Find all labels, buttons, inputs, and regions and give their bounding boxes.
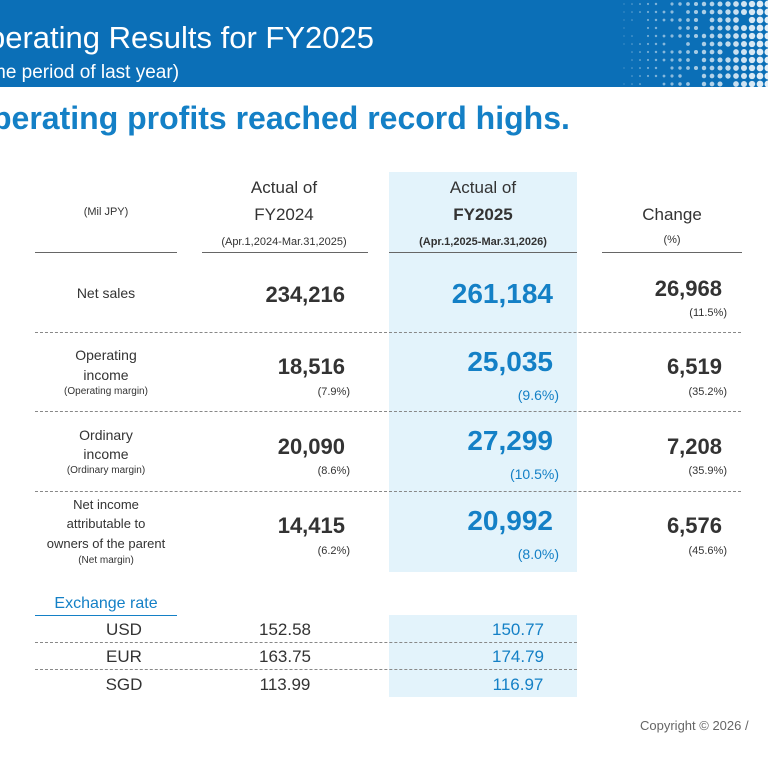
row-net-income-label-3: owners of the parent xyxy=(35,536,177,551)
col-change-line1: Change xyxy=(602,205,742,225)
row-divider xyxy=(35,491,741,492)
exchange-divider xyxy=(35,669,577,670)
exchange-currency-sgd: SGD xyxy=(35,675,213,695)
col-prev-line1: Actual of xyxy=(200,178,368,198)
row-net-income-curr: 20,992 xyxy=(389,505,553,537)
row-net-sales-change: 26,968 xyxy=(602,276,722,302)
row-ordinary-change-pct: (35.9%) xyxy=(602,465,727,477)
row-divider xyxy=(35,411,741,412)
row-ordinary-curr-pct: (10.5%) xyxy=(389,466,559,482)
row-net-income-curr-pct: (8.0%) xyxy=(389,546,559,562)
row-ordinary-sublabel: (Ordinary margin) xyxy=(35,465,177,476)
row-operating-curr-pct: (9.6%) xyxy=(389,387,559,403)
row-ordinary-prev: 20,090 xyxy=(200,434,345,460)
row-operating-label-2: income xyxy=(35,367,177,383)
page-subtitle: me period of last year) xyxy=(0,62,179,84)
page-title: perating Results for FY2025 xyxy=(0,20,374,56)
row-net-sales-label: Net sales xyxy=(35,285,177,301)
copyright: Copyright © 2026 / xyxy=(640,718,749,733)
row-net-income-prev: 14,415 xyxy=(200,513,345,539)
row-net-income-label-1: Net income xyxy=(35,497,177,512)
row-net-income-change-pct: (45.6%) xyxy=(602,545,727,557)
row-ordinary-prev-pct: (8.6%) xyxy=(200,465,350,477)
row-net-income-sublabel: (Net margin) xyxy=(35,555,177,566)
col-prev-line2: FY2024 xyxy=(200,205,368,225)
exchange-curr-eur: 174.79 xyxy=(435,647,601,667)
row-net-sales-curr: 261,184 xyxy=(389,278,553,310)
row-net-sales-prev: 234,216 xyxy=(200,282,345,308)
dot-pattern-decoration xyxy=(620,0,768,87)
row-ordinary-label-1: Ordinary xyxy=(35,427,177,443)
col-curr-period: (Apr.1,2025-Mar.31,2026) xyxy=(389,236,577,248)
row-operating-change: 6,519 xyxy=(602,354,722,380)
row-divider xyxy=(35,332,741,333)
exchange-rate-title: Exchange rate xyxy=(35,595,177,613)
row-net-income-change: 6,576 xyxy=(602,513,722,539)
exchange-title-rule xyxy=(35,615,177,616)
unit-label: (Mil JPY) xyxy=(35,206,177,218)
row-net-income-prev-pct: (6.2%) xyxy=(200,545,350,557)
row-operating-label-1: Operating xyxy=(35,347,177,363)
header-rule-curr xyxy=(389,252,577,253)
exchange-divider xyxy=(35,642,577,643)
exchange-prev-usd: 152.58 xyxy=(202,620,368,640)
row-operating-change-pct: (35.2%) xyxy=(602,386,727,398)
row-ordinary-curr: 27,299 xyxy=(389,425,553,457)
header-rule-label xyxy=(35,252,177,253)
col-curr-line2: FY2025 xyxy=(389,205,577,225)
col-curr-line1: Actual of xyxy=(389,178,577,198)
headline: perating profits reached record highs. xyxy=(0,100,570,137)
exchange-currency-eur: EUR xyxy=(35,647,213,667)
col-prev-period: (Apr.1,2024-Mar.31,2025) xyxy=(200,236,368,248)
col-change-line2: (%) xyxy=(602,234,742,246)
exchange-prev-sgd: 113.99 xyxy=(202,675,368,695)
row-ordinary-label-2: income xyxy=(35,446,177,462)
exchange-prev-eur: 163.75 xyxy=(202,647,368,667)
header-rule-change xyxy=(602,252,742,253)
row-operating-curr: 25,035 xyxy=(389,346,553,378)
header-rule-prev xyxy=(202,252,368,253)
row-operating-prev: 18,516 xyxy=(200,354,345,380)
row-net-sales-change-pct: (11.5%) xyxy=(602,307,727,319)
row-ordinary-change: 7,208 xyxy=(602,434,722,460)
row-operating-sublabel: (Operating margin) xyxy=(35,386,177,397)
row-operating-prev-pct: (7.9%) xyxy=(200,386,350,398)
exchange-curr-sgd: 116.97 xyxy=(435,675,601,695)
title-banner: perating Results for FY2025 me period of… xyxy=(0,0,768,87)
exchange-currency-usd: USD xyxy=(35,620,213,640)
exchange-curr-usd: 150.77 xyxy=(435,620,601,640)
row-net-income-label-2: attributable to xyxy=(35,516,177,531)
